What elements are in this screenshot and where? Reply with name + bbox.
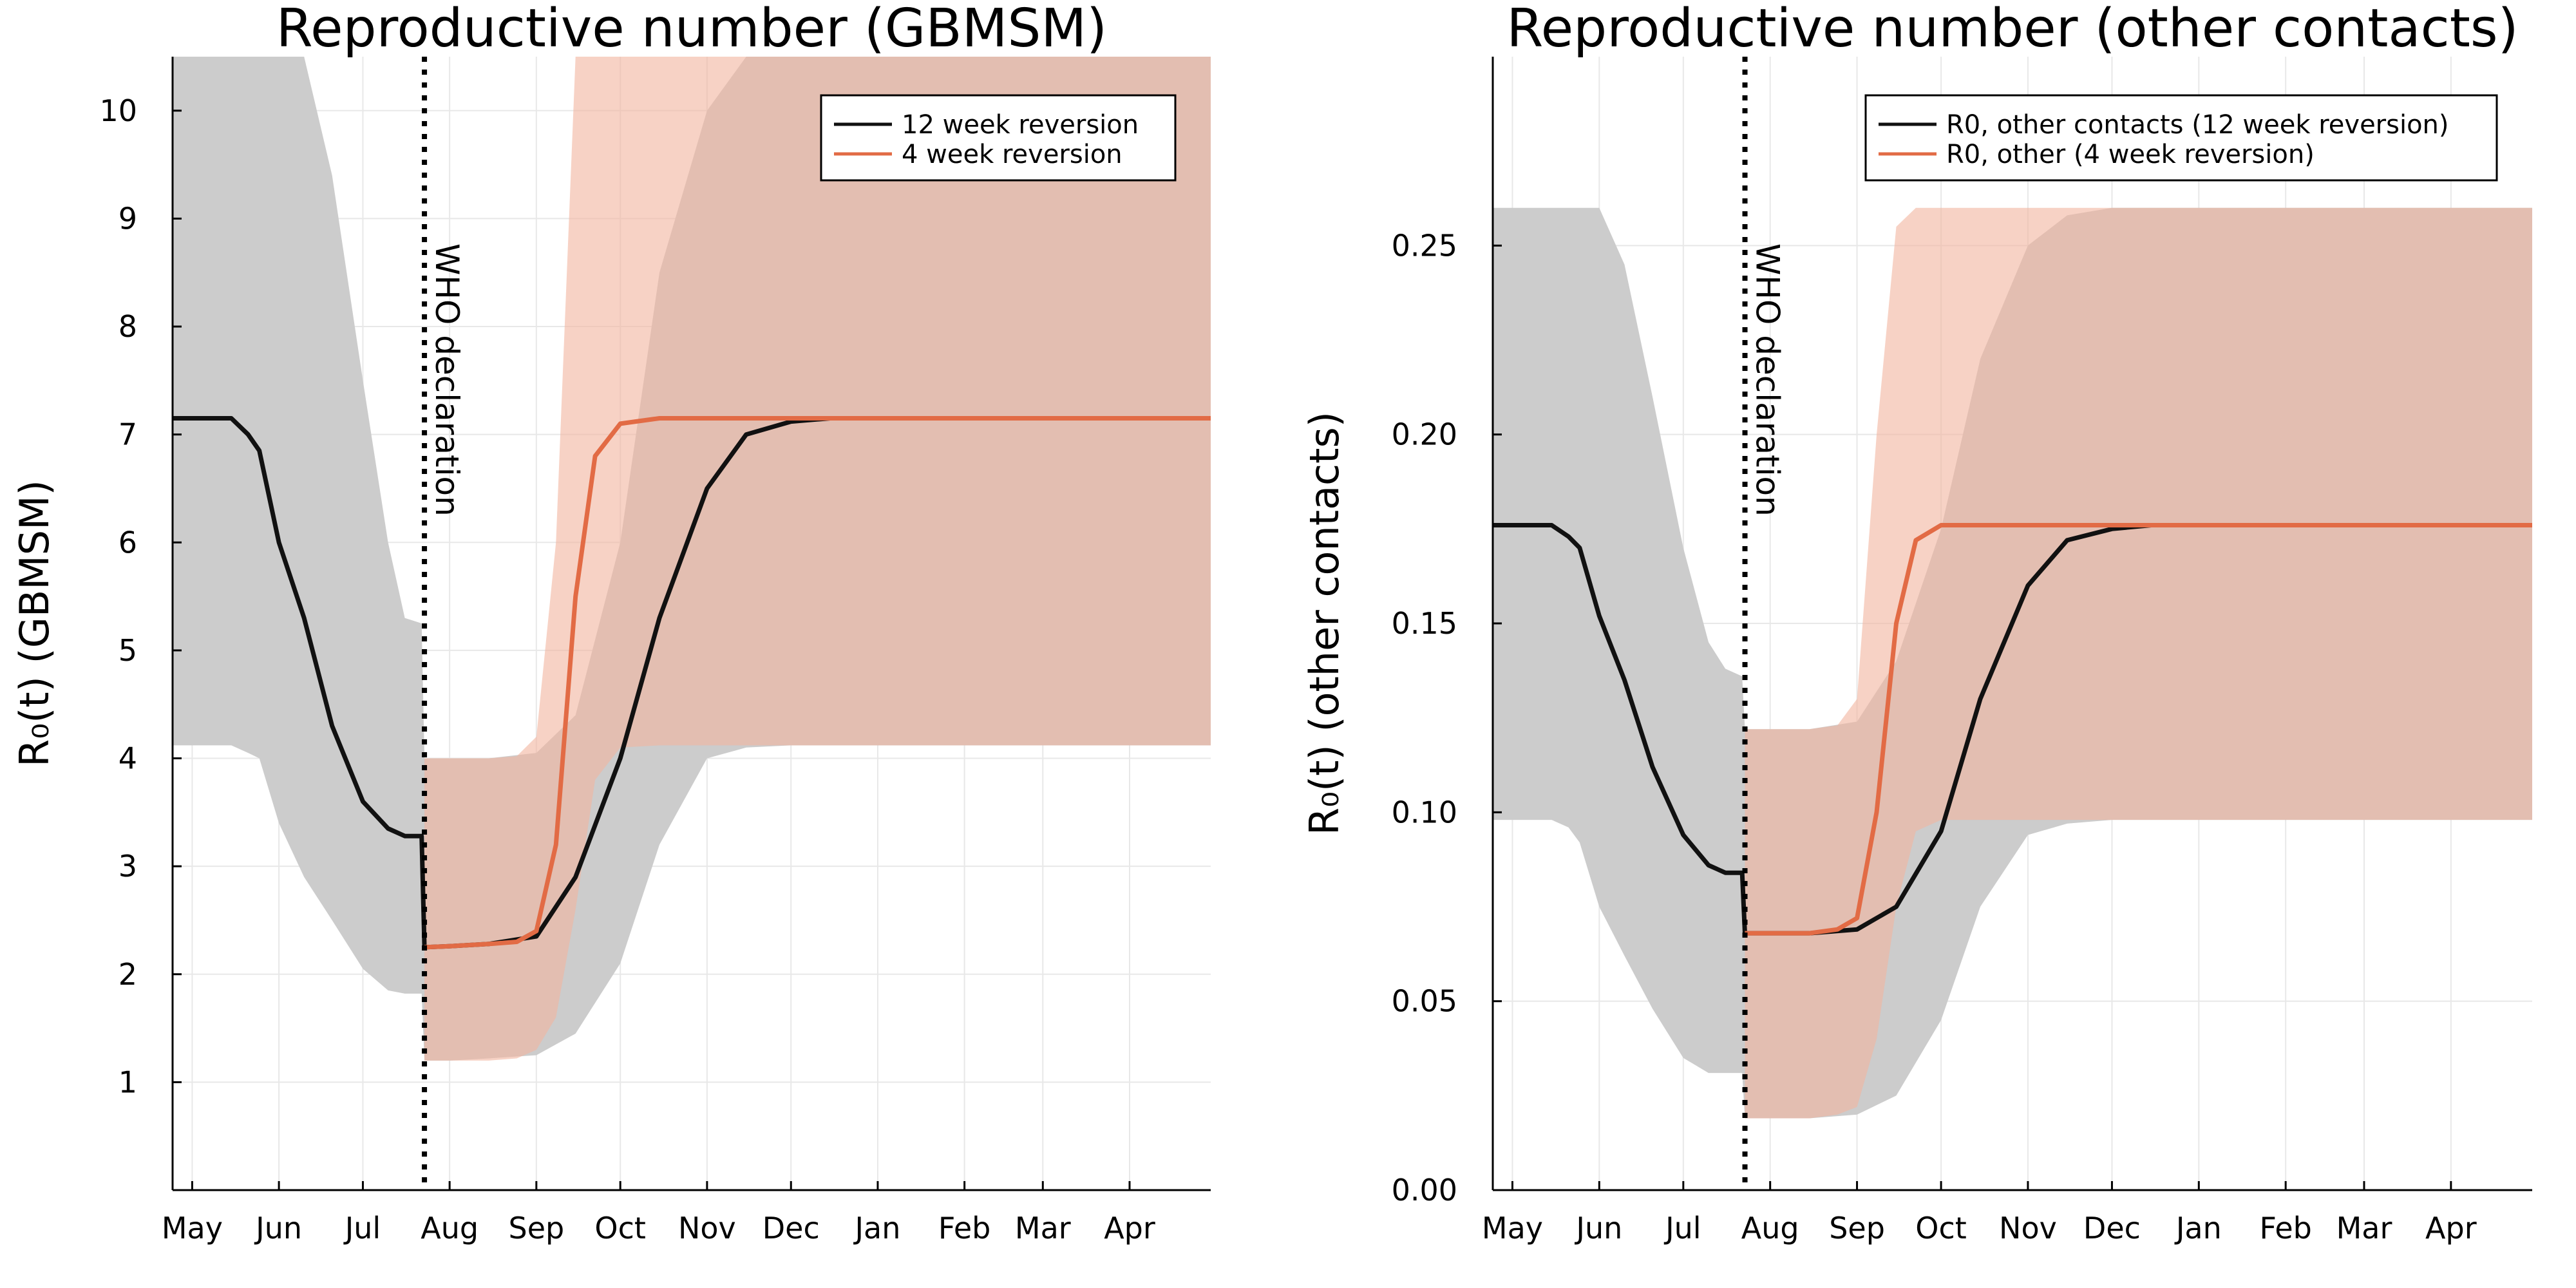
y-tick-label: 4 [118,741,137,776]
y-tick-label: 5 [118,633,137,668]
x-tick-label: Oct [594,1211,646,1245]
plot-area [173,57,1211,1061]
legend-box [1864,94,2498,182]
series-line-1 [1745,523,2532,936]
y-tick-label: 7 [118,417,137,452]
x-tick-label: Aug [1741,1211,1799,1245]
panel-title: Reproductive number (GBMSM) [276,0,1107,59]
x-tick-label: Dec [762,1211,820,1245]
x-tick-label: Mar [2336,1211,2392,1245]
x-tick-label: Aug [421,1211,478,1245]
y-tick-label: 0.10 [1392,795,1457,829]
plot-area [1493,207,2532,1119]
y-tick-label: 10 [99,93,137,128]
x-tick-label: May [162,1211,223,1245]
x-tick-label: Dec [2083,1211,2141,1245]
y-tick-label: 3 [118,849,137,884]
x-tick-label: Jul [343,1211,381,1245]
panel-title: Reproductive number (other contacts) [1506,0,2518,59]
legend-label-0: 12 week reversion [902,110,1139,140]
y-tick-label: 0.20 [1392,417,1457,452]
panel-gbmsm: WHO declaration May Jun Jul Aug Sep Oct Nov Dec J… [11,0,1211,1245]
series-band-1 [1745,207,2532,1119]
series-line-1 [424,416,1211,950]
y-tick-label: 1 [118,1065,137,1099]
x-tick-label: Jun [254,1211,302,1245]
who-declaration-label: WHO declaration [1749,243,1786,516]
y-axis-label: R₀(t) (GBMSM) [11,480,58,767]
y-tick-label: 6 [118,525,137,560]
legend-label-1: R0, other (4 week reversion) [1946,140,2315,169]
x-tick-label: Apr [1104,1211,1155,1245]
x-tick-label: Jul [1663,1211,1701,1245]
x-tick-label: Sep [509,1211,565,1245]
x-tick-label: Nov [678,1211,736,1245]
legend: R0, other contacts (12 week reversion)R0… [1864,94,2498,182]
x-tick-label: Jun [1574,1211,1622,1245]
legend-label-1: 4 week reversion [902,140,1122,169]
x-tick-label: Jan [853,1211,900,1245]
legend-box [820,94,1177,182]
x-tick-label: Mar [1015,1211,1071,1245]
y-tick-label: 0.00 [1392,1173,1457,1208]
x-tick-label: Nov [1999,1211,2057,1245]
y-tick-label: 2 [118,957,137,992]
x-tick-label: Jan [2174,1211,2222,1245]
y-tick-label: 9 [118,201,137,236]
y-tick-label: 0.05 [1392,984,1457,1019]
panel-other-contacts: WHO declaration May Jun Jul Aug Sep Oct Nov Dec J… [1301,0,2532,1245]
who-declaration-label: WHO declaration [428,243,466,516]
y-tick-label: 0.15 [1392,606,1457,641]
series-band-1 [424,57,1211,1061]
y-tick-label: 8 [118,309,137,344]
x-tick-label: May [1482,1211,1543,1245]
legend-label-0: R0, other contacts (12 week reversion) [1946,110,2449,140]
x-tick-label: Feb [938,1211,990,1245]
y-tick-label: 0.25 [1392,228,1457,263]
y-axis-label: R₀(t) (other contacts) [1301,412,1348,835]
x-tick-label: Feb [2259,1211,2311,1245]
x-tick-label: Oct [1915,1211,1967,1245]
x-tick-label: Apr [2425,1211,2477,1245]
x-tick-label: Sep [1829,1211,1885,1245]
